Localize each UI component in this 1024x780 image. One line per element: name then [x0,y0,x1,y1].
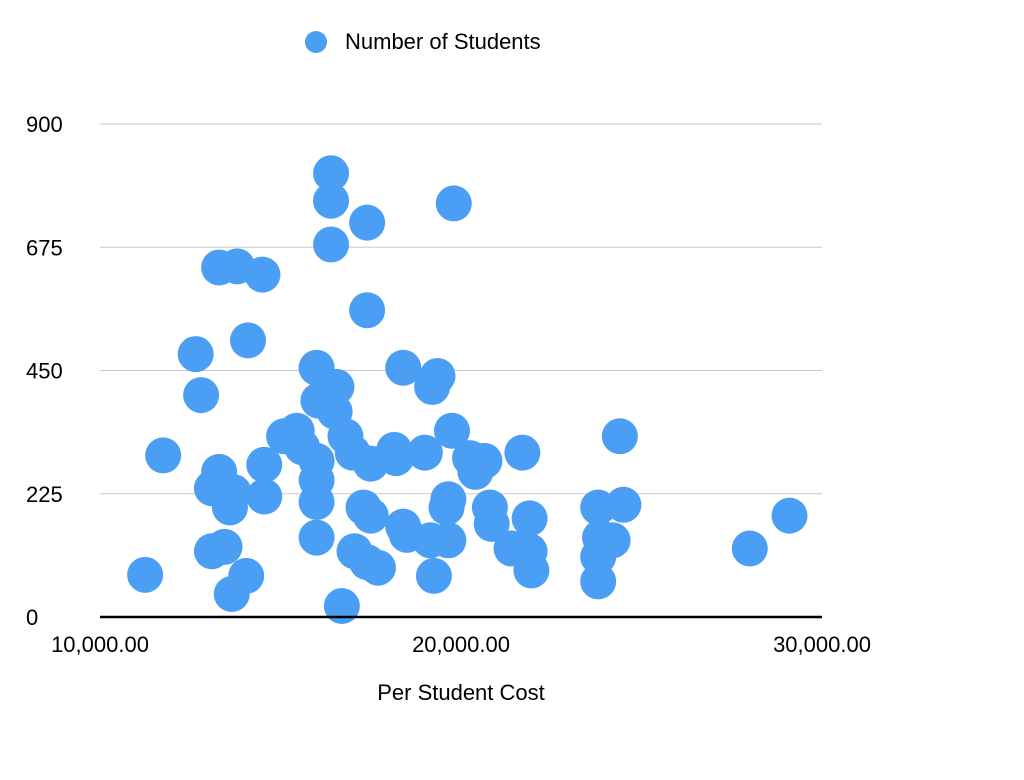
y-tick-label: 900 [26,112,63,137]
data-point [580,563,617,600]
data-point [201,249,238,286]
data-point [228,557,265,594]
y-tick-label: 0 [26,605,38,630]
legend: Number of Students [305,28,541,56]
legend-marker [305,31,327,53]
x-tick-label: 20,000.00 [412,632,510,657]
data-point [313,155,350,192]
data-point [211,489,248,526]
data-point [594,522,631,559]
data-point [206,528,243,565]
data-point [349,292,386,329]
data-point [313,226,350,263]
data-point [298,519,335,556]
data-point [230,322,267,359]
data-point [771,497,808,534]
data-point [183,377,220,414]
data-point [504,434,541,471]
data-point [349,204,386,241]
data-point [430,481,467,518]
x-tick-label: 30,000.00 [773,632,871,657]
data-point [323,588,360,625]
data-point [419,357,456,394]
data-point [313,182,350,219]
data-point [466,442,503,479]
data-point [415,557,452,594]
data-point [406,434,443,471]
data-points [127,155,808,625]
x-tick-label: 10,000.00 [51,632,149,657]
data-point [385,349,422,386]
legend-label: Number of Students [345,29,541,54]
data-point [605,486,642,523]
data-point [145,437,182,474]
data-point [246,478,283,515]
y-tick-label: 450 [26,359,63,384]
data-point [433,412,470,449]
data-point [473,505,510,542]
data-point [511,500,548,537]
data-point [359,549,396,586]
data-point [127,556,164,593]
data-point [177,336,214,373]
y-tick-label: 225 [26,482,63,507]
y-axis-ticks: 0 225 450 675 900 [26,112,63,630]
data-point [430,522,467,559]
data-point [513,552,550,589]
data-point [731,530,768,567]
data-point [246,446,283,483]
y-tick-label: 675 [26,235,63,260]
x-axis-ticks: 10,000.00 20,000.00 30,000.00 [51,632,871,657]
data-point [435,185,472,222]
data-point [298,483,335,520]
data-point [376,431,413,468]
data-point [352,497,389,534]
data-point [244,256,281,293]
x-axis-title: Per Student Cost [377,680,545,705]
data-point [601,418,638,455]
